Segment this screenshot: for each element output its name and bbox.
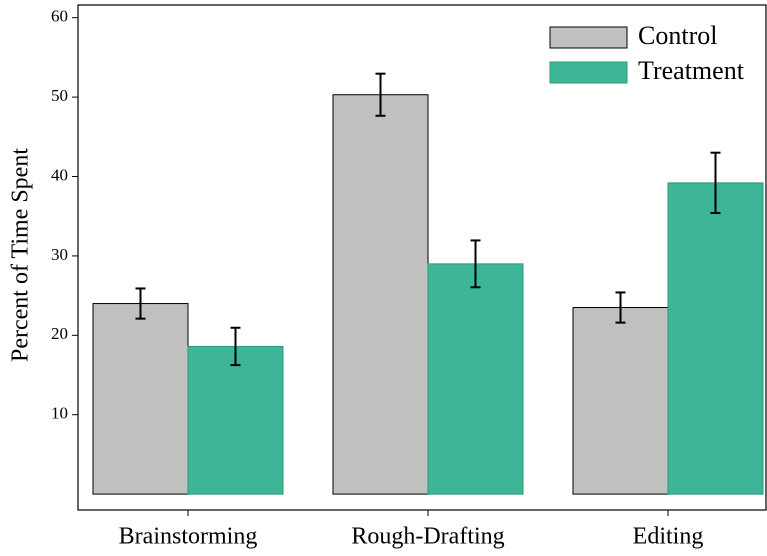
y-tick-label: 50	[51, 86, 68, 105]
y-tick-label: 10	[51, 404, 68, 423]
x-tick-label: Rough-Drafting	[351, 524, 504, 550]
y-tick-label: 30	[51, 245, 68, 264]
plot-frame	[77, 4, 767, 511]
error-bar	[710, 151, 721, 215]
error-bar	[615, 291, 626, 324]
bar	[332, 94, 429, 495]
y-tick-label: 40	[51, 165, 68, 184]
bar	[667, 182, 764, 495]
x-tick-label: Editing	[633, 524, 704, 550]
y-tick-label: 20	[51, 324, 68, 343]
bar	[572, 307, 669, 495]
bar	[92, 303, 189, 495]
error-bar	[375, 72, 386, 117]
error-bar	[230, 326, 241, 367]
y-tick-label: 60	[51, 7, 68, 26]
error-bar	[470, 239, 481, 289]
error-bar	[135, 287, 146, 320]
legend-label: Control	[638, 21, 717, 50]
bar	[427, 263, 524, 495]
legend-swatch	[549, 26, 628, 49]
bar	[187, 345, 284, 495]
legend-label: Treatment	[638, 56, 745, 85]
y-axis-label: Percent of Time Spent	[8, 148, 34, 362]
legend-swatch	[549, 61, 628, 84]
x-tick-label: Brainstorming	[119, 524, 258, 550]
